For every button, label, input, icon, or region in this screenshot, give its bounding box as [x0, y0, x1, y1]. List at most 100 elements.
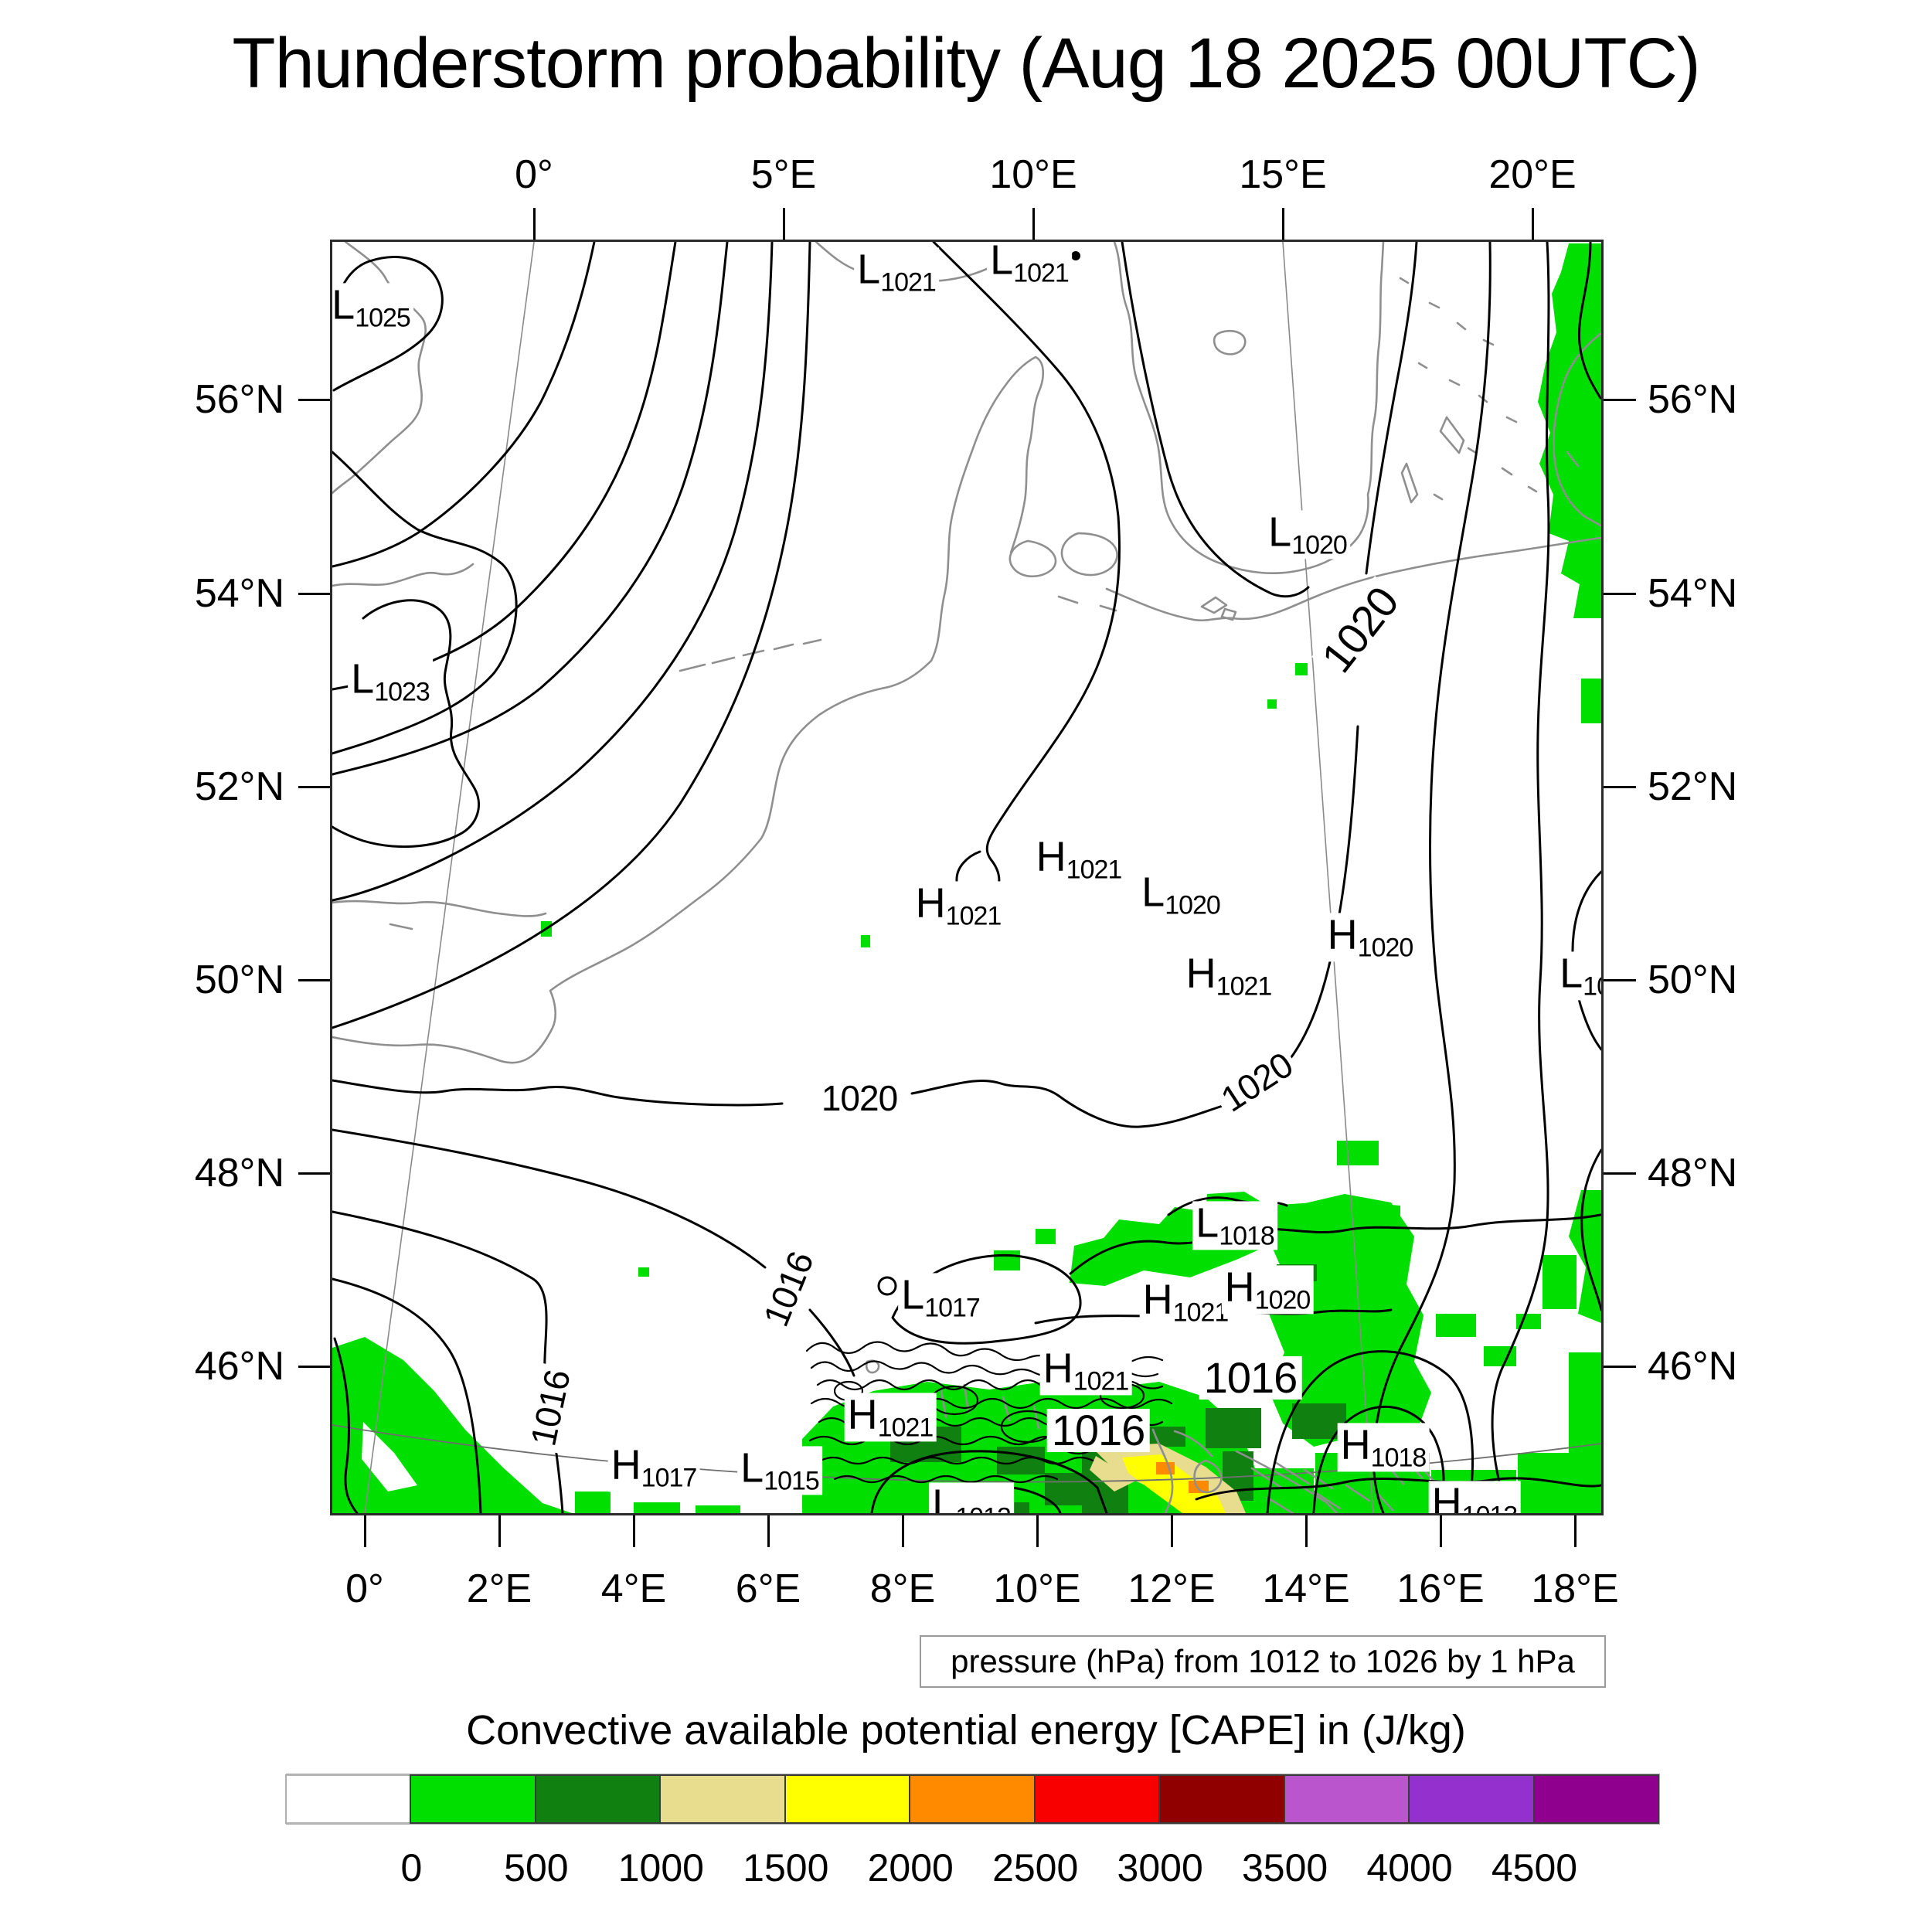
left-axis-label: 54°N — [194, 571, 284, 616]
bottom-axis-tick — [364, 1513, 366, 1547]
pressure-value: 1012 — [955, 1503, 1012, 1513]
pressure-center-label: L1025 — [332, 283, 413, 332]
map-area: L1025 L1021 L1021 L1020 L1023 H1021 H1021 L1020… — [330, 240, 1604, 1515]
top-axis-label: 0° — [515, 152, 553, 197]
pressure-center-label: L1017 — [898, 1273, 983, 1323]
map-graphics — [332, 242, 1601, 1513]
bottom-axis-label: 14°E — [1262, 1566, 1350, 1611]
left-axis-label: 56°N — [194, 377, 284, 422]
top-axis-tick — [1282, 208, 1284, 242]
pressure-value: 101 — [1583, 971, 1601, 1002]
colorbar-cell — [1532, 1774, 1659, 1824]
pressure-center-label: L1021 — [987, 242, 1072, 287]
colorbar-cell — [1408, 1774, 1535, 1824]
pressure-value: 1021 — [880, 267, 937, 298]
left-axis-label: 50°N — [194, 957, 284, 1002]
colorbar-cell — [909, 1774, 1036, 1824]
pressure-center-label: L1018 — [1192, 1201, 1277, 1250]
left-axis-tick — [298, 593, 332, 595]
pressure-letter: L — [1141, 869, 1165, 916]
right-axis-tick — [1602, 1172, 1636, 1175]
pressure-letter: H — [1431, 1479, 1462, 1513]
top-axis-label: 15°E — [1239, 152, 1327, 197]
colorbar — [285, 1774, 1660, 1825]
pressure-letter: H — [1327, 911, 1358, 958]
pressure-center-label: L1021 — [854, 247, 939, 298]
pressure-letter: L — [740, 1444, 764, 1492]
bottom-axis-label: 18°E — [1531, 1566, 1619, 1611]
pressure-center-label: L1012 — [929, 1482, 1014, 1513]
right-axis-tick — [1602, 1366, 1636, 1368]
pressure-value: 1021 — [1013, 258, 1070, 288]
pressure-center-label: H1020 — [1221, 1264, 1314, 1315]
colorbar-tick-label: 4500 — [1491, 1846, 1578, 1889]
pressure-center-label: H1021 — [1039, 1345, 1132, 1396]
pressure-center-label: H1021 — [844, 1391, 937, 1442]
pressure-letter: H — [1224, 1264, 1255, 1311]
pressure-value: 1021 — [1073, 1366, 1130, 1396]
pressure-caption-box: pressure (hPa) from 1012 to 1026 by 1 hP… — [920, 1635, 1606, 1688]
bottom-axis-label: 2°E — [466, 1566, 532, 1611]
left-axis-tick — [298, 399, 332, 401]
pressure-letter: H — [1340, 1421, 1371, 1468]
colorbar-tick-label: 2500 — [992, 1846, 1079, 1889]
right-axis-tick — [1602, 399, 1636, 401]
pressure-letter: H — [611, 1441, 641, 1488]
bottom-axis-tick — [902, 1513, 904, 1547]
right-axis-tick — [1602, 786, 1636, 788]
bottom-axis-label: 4°E — [600, 1566, 667, 1611]
pressure-value: 1020 — [1165, 890, 1221, 920]
colorbar-cell — [534, 1774, 662, 1824]
pressure-value: 1017 — [924, 1293, 981, 1323]
bottom-axis-label: 6°E — [735, 1566, 801, 1611]
colorbar-tick-label: 0 — [400, 1846, 423, 1889]
pressure-value: 1020 — [1291, 530, 1348, 560]
pressure-center-label: H1013 — [1428, 1479, 1521, 1513]
pressure-center-label: L1020 — [1138, 869, 1223, 920]
pressure-letter: L — [990, 242, 1014, 284]
pressure-center-label: H1020 — [1324, 911, 1417, 962]
bottom-axis-tick — [1440, 1513, 1442, 1547]
top-axis-tick — [533, 208, 536, 242]
contour-value-label: 1016 — [1199, 1356, 1302, 1400]
colorbar-cell — [1158, 1774, 1285, 1824]
pressure-center-label: H1021 — [1182, 951, 1275, 1001]
pressure-center-label: H1018 — [1337, 1421, 1430, 1472]
pressure-value: 1021 — [1066, 855, 1123, 885]
colorbar-tick-label: 1500 — [743, 1846, 829, 1889]
bottom-axis-tick — [1574, 1513, 1577, 1547]
pressure-letter: H — [847, 1391, 878, 1438]
right-axis-label: 48°N — [1648, 1151, 1738, 1196]
right-axis-label: 56°N — [1648, 377, 1738, 422]
pressure-center-label: H1017 — [607, 1441, 700, 1493]
bottom-axis-label: 10°E — [993, 1566, 1081, 1611]
bottom-axis-tick — [1171, 1513, 1173, 1547]
pressure-value: 1013 — [1462, 1502, 1519, 1513]
right-axis-tick — [1602, 593, 1636, 595]
bottom-axis-label: 0° — [345, 1566, 384, 1611]
right-axis-tick — [1602, 979, 1636, 981]
colorbar-cell — [1033, 1774, 1161, 1824]
right-axis-label: 46°N — [1648, 1344, 1738, 1389]
left-axis-label: 48°N — [194, 1151, 284, 1196]
bottom-axis-label: 16°E — [1396, 1566, 1485, 1611]
bottom-axis-tick — [767, 1513, 770, 1547]
pressure-letter: L — [332, 281, 355, 328]
pressure-value: 1017 — [641, 1463, 698, 1493]
left-axis-tick — [298, 786, 332, 788]
pressure-letter: H — [915, 879, 946, 927]
top-axis-label: 10°E — [989, 152, 1077, 197]
pressure-letter: H — [1142, 1276, 1173, 1323]
left-axis-label: 46°N — [194, 1344, 284, 1389]
pressure-letter: H — [1043, 1345, 1073, 1392]
pressure-letter: L — [932, 1481, 956, 1513]
pressure-value: 1018 — [1219, 1221, 1275, 1251]
colorbar-tick-label: 1000 — [617, 1846, 704, 1889]
top-axis-label: 20°E — [1488, 152, 1577, 197]
pressure-center-label: H1021 — [1032, 835, 1125, 885]
pressure-center-label: H1021 — [1139, 1276, 1232, 1327]
pressure-letter: L — [1268, 509, 1292, 556]
pressure-value: 1023 — [374, 677, 430, 707]
pressure-center-label: L1015 — [737, 1446, 822, 1495]
colorbar-cell — [659, 1774, 786, 1824]
